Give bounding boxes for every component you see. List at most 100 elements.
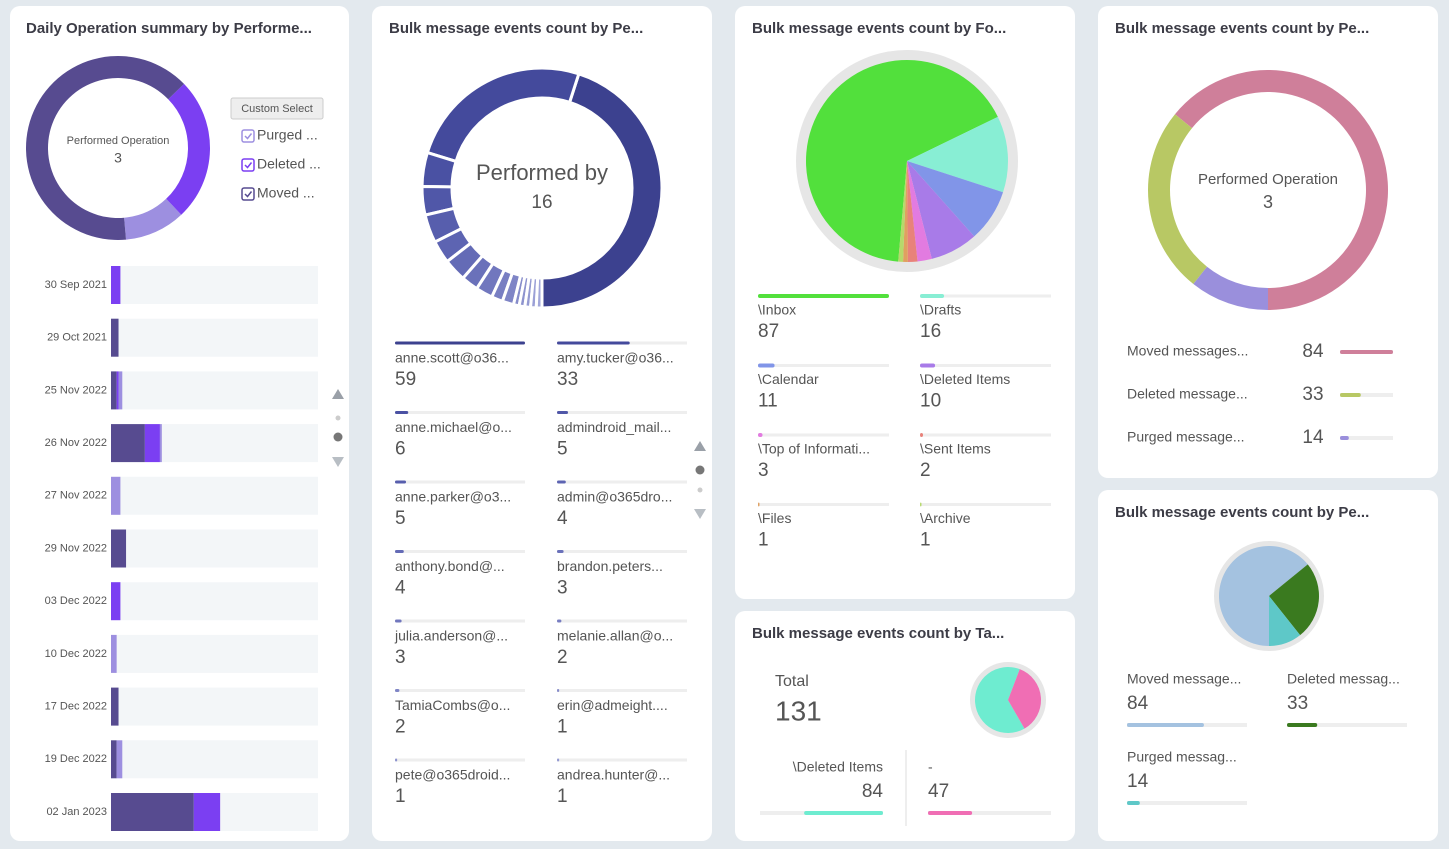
- scroll-up[interactable]: [332, 389, 344, 399]
- legend-value: 47: [928, 781, 949, 802]
- bar-segment: [111, 371, 117, 410]
- scroll-up[interactable]: [694, 441, 706, 451]
- legend-bar: [395, 619, 402, 623]
- legend-label: \Calendar: [758, 371, 819, 387]
- legend-label: pete@o365droid...: [395, 767, 510, 783]
- legend-label: \Inbox: [758, 302, 796, 318]
- legend-label: \Deleted Items: [793, 759, 883, 775]
- slice: [1174, 70, 1389, 311]
- legend-value: 33: [1302, 384, 1323, 405]
- bar-track: [1340, 436, 1393, 440]
- bar-track: [111, 582, 318, 621]
- slice: [1269, 596, 1301, 646]
- y-tick-label: 26 Nov 2022: [45, 437, 107, 449]
- legend-label: Deleted message...: [1127, 386, 1248, 402]
- center-value: 3: [1263, 192, 1273, 212]
- legend-value: 1: [557, 786, 568, 807]
- checkbox[interactable]: [241, 187, 255, 201]
- bar-track: [111, 318, 318, 357]
- slice: [898, 161, 907, 262]
- bar-segment: [118, 371, 123, 410]
- y-tick-label: 19 Dec 2022: [45, 753, 107, 765]
- legend-bar: [395, 689, 400, 692]
- bar-track: [557, 619, 687, 623]
- bar-track: [395, 619, 525, 623]
- legend-value: 87: [758, 321, 779, 342]
- bar-segment: [111, 318, 119, 357]
- center-value: 16: [531, 192, 552, 213]
- bar-track: [111, 266, 318, 304]
- legend-bar: [1127, 723, 1204, 727]
- legend-label: \Drafts: [920, 302, 961, 318]
- legend-value: 5: [557, 439, 568, 460]
- legend-value: 6: [395, 439, 406, 460]
- legend-bar: [1127, 801, 1140, 805]
- legend-label: Deleted messag...: [1287, 671, 1400, 687]
- legend-bar: [1287, 723, 1318, 727]
- chart-title: Bulk message events count by Ta...: [752, 625, 1004, 642]
- scroll-down[interactable]: [332, 457, 344, 467]
- bar-track: [395, 550, 525, 553]
- legend-value: 33: [557, 369, 578, 390]
- bar-track: [1340, 393, 1393, 397]
- checkbox[interactable]: [241, 129, 255, 143]
- legend-value: 10: [920, 391, 941, 412]
- legend-value: 4: [395, 578, 406, 599]
- bar-segment: [111, 529, 127, 568]
- center-label: Performed by: [476, 160, 608, 185]
- bar-segment: [144, 424, 160, 463]
- legend-value: 59: [395, 369, 416, 390]
- bar-segment: [111, 634, 117, 673]
- legend-bar: [557, 480, 566, 484]
- bar-track: [758, 364, 889, 367]
- scroll-down[interactable]: [694, 509, 706, 519]
- legend-value: 3: [395, 647, 406, 668]
- slice: [907, 116, 1008, 193]
- chart-title: Daily Operation summary by Performe...: [26, 20, 312, 37]
- bar-track: [111, 476, 318, 515]
- legend-label[interactable]: Purged ...: [257, 127, 318, 143]
- slice: [1269, 564, 1319, 636]
- bar-track: [557, 550, 687, 553]
- slice: [903, 161, 908, 262]
- legend-value: 84: [1127, 693, 1149, 714]
- card: [1098, 490, 1438, 841]
- legend-label: \Sent Items: [920, 441, 991, 457]
- button[interactable]: [230, 97, 324, 120]
- slice: [534, 276, 544, 310]
- legend-value: 4: [557, 508, 568, 529]
- legend-bar: [928, 811, 973, 815]
- legend-label: admin@o365dro...: [557, 489, 672, 505]
- legend-label: anne.parker@o3...: [395, 489, 511, 505]
- check: [244, 133, 253, 140]
- legend-label[interactable]: Deleted ...: [257, 156, 321, 172]
- legend-value: 1: [395, 786, 406, 807]
- legend-bar: [758, 294, 889, 298]
- legend-bar: [1340, 350, 1393, 354]
- legend-value: 1: [920, 530, 931, 551]
- legend-bar: [920, 363, 936, 368]
- center-label: Performed Operation: [1198, 171, 1338, 188]
- check: [244, 162, 253, 169]
- scroll-dot: [335, 415, 341, 421]
- legend-bar: [804, 811, 883, 815]
- legend-label[interactable]: Moved ...: [257, 185, 315, 201]
- legend-bar: [920, 294, 945, 298]
- legend-label: erin@admeight....: [557, 697, 668, 713]
- button-label[interactable]: Custom Select: [241, 103, 313, 115]
- legend-bar: [920, 502, 922, 507]
- legend-label: anne.michael@o...: [395, 419, 512, 435]
- checkbox[interactable]: [241, 158, 255, 172]
- slice: [420, 150, 458, 189]
- legend-label: \Top of Informati...: [758, 441, 870, 457]
- bar-track: [920, 364, 1051, 367]
- slice: [26, 56, 185, 240]
- bar-track: [395, 480, 525, 484]
- legend-bar: [758, 363, 775, 368]
- legend-label: melanie.allan@o...: [557, 628, 673, 644]
- bar-track: [111, 740, 318, 779]
- y-tick-label: 02 Jan 2023: [46, 806, 107, 818]
- legend-label: \Files: [758, 510, 791, 526]
- bar-track: [920, 503, 1051, 506]
